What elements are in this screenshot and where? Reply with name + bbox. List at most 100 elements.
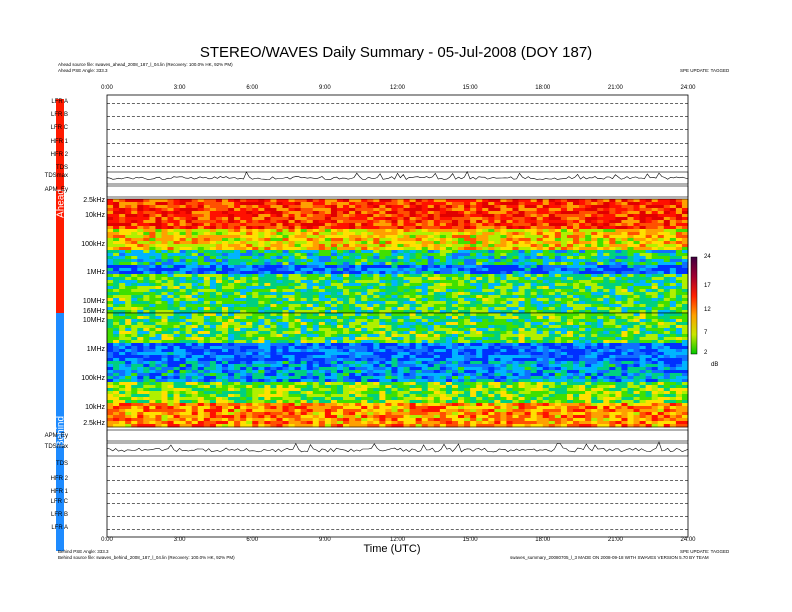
spectrogram-cell	[203, 277, 211, 281]
spectrogram-cell	[542, 226, 550, 230]
spectrogram-cell	[482, 256, 489, 260]
spectrogram-cell	[427, 310, 435, 314]
spectrogram-cell	[264, 286, 271, 290]
spectrogram-cell	[494, 265, 501, 269]
spectrogram-cell	[681, 214, 689, 218]
spectrogram-cell	[445, 292, 453, 296]
spectrogram-cell	[379, 250, 386, 254]
spectrogram-cell	[645, 280, 653, 284]
spectrogram-cell	[427, 298, 435, 302]
spectrogram-cell	[585, 274, 592, 278]
spectrogram-cell	[306, 232, 314, 236]
spectrogram-cell	[591, 229, 598, 233]
spectrogram-cell	[609, 343, 616, 347]
spectrogram-cell	[349, 292, 356, 296]
spectrogram-cell	[451, 211, 459, 215]
spectrogram-cell	[445, 223, 453, 227]
spectrogram-cell	[379, 310, 386, 314]
spectrogram-cell	[421, 253, 429, 257]
spectrogram-cell	[597, 316, 604, 320]
spectrogram-cell	[330, 307, 338, 311]
spectrogram-cell	[651, 259, 659, 263]
spectrogram-cell	[336, 322, 344, 326]
time-tick-label: 24:00	[680, 85, 696, 91]
spectrogram-cell	[627, 244, 634, 248]
spectrogram-cell	[663, 328, 671, 332]
spectrogram-cell	[536, 262, 544, 266]
spectrogram-cell	[137, 337, 144, 341]
spectrogram-cell	[681, 349, 689, 353]
spectrogram-cell	[536, 220, 544, 224]
spectrogram-cell	[228, 226, 235, 230]
spectrogram-cell	[627, 292, 634, 296]
spectrogram-cell	[355, 343, 362, 347]
spectrogram-cell	[258, 295, 265, 299]
spectrogram-cell	[494, 301, 501, 305]
spectrogram-cell	[318, 229, 326, 233]
spectrogram-cell	[306, 202, 314, 206]
spectrogram-cell	[566, 274, 574, 278]
spectrogram-cell	[675, 331, 683, 335]
spectrogram-cell	[336, 250, 344, 254]
spectrogram-cell	[143, 304, 150, 308]
spectrogram-cell	[137, 343, 144, 347]
spectrogram-cell	[197, 241, 205, 245]
spectrogram-cell	[464, 208, 471, 212]
spectrogram-cell	[336, 301, 344, 305]
spectrogram-cell	[300, 328, 308, 332]
spectrogram-cell	[361, 229, 368, 233]
spectrogram-cell	[107, 301, 114, 305]
spectrogram-cell	[415, 205, 423, 209]
spectrogram-cell	[548, 274, 556, 278]
spectrogram-cell	[252, 331, 259, 335]
spectrogram-cell	[591, 205, 598, 209]
spectrogram-cell	[312, 286, 320, 290]
spectrogram-cell	[336, 337, 344, 341]
spectrogram-cell	[566, 232, 574, 236]
spectrogram-cell	[203, 259, 211, 263]
spectrogram-cell	[330, 208, 338, 212]
bottom-row-label: LFR A	[51, 525, 68, 531]
top-row-label: APM_Ey	[44, 187, 68, 193]
spectrogram-cell	[512, 199, 519, 203]
spectrogram-cell	[639, 292, 647, 296]
spectrogram-cell	[330, 301, 338, 305]
spectrogram-cell	[318, 274, 326, 278]
spectrogram-cell	[615, 301, 622, 305]
spectrogram-cell	[282, 337, 289, 341]
spectrogram-cell	[591, 244, 598, 248]
spectrogram-cell	[597, 292, 604, 296]
spectrogram-cell	[482, 253, 489, 257]
spectrogram-cell	[609, 322, 616, 326]
spectrogram-cell	[573, 304, 580, 308]
spectrogram-cell	[367, 307, 374, 311]
spectrogram-cell	[137, 301, 144, 305]
spectrogram-cell	[294, 274, 302, 278]
spectrogram-cell	[585, 283, 592, 287]
spectrogram-cell	[209, 352, 217, 356]
spectrogram-cell	[252, 250, 259, 254]
spectrogram-cell	[306, 349, 314, 353]
spectrogram-cell	[445, 304, 453, 308]
spectrogram-cell	[470, 301, 477, 305]
spectrogram-cell	[633, 310, 640, 314]
spectrogram-cell	[579, 229, 586, 233]
spectrogram-cell	[494, 289, 501, 293]
spectrogram-cell	[373, 244, 380, 248]
spectrogram-cell	[506, 346, 513, 350]
spectrogram-cell	[675, 286, 683, 290]
spectrogram-cell	[494, 226, 501, 230]
spectrogram-cell	[300, 325, 308, 329]
spectrogram-cell	[306, 199, 314, 203]
spectrogram-cell	[451, 340, 459, 344]
spectrogram-cell	[258, 331, 265, 335]
spectrogram-cell	[627, 235, 634, 239]
spectrogram-cell	[421, 247, 429, 251]
spectrogram-cell	[215, 310, 223, 314]
spectrogram-cell	[476, 220, 483, 224]
spectrogram-cell	[451, 322, 459, 326]
spectrogram-cell	[506, 253, 513, 257]
spectrogram-cell	[252, 310, 259, 314]
spectrogram-cell	[427, 337, 435, 341]
spectrogram-cell	[669, 205, 677, 209]
